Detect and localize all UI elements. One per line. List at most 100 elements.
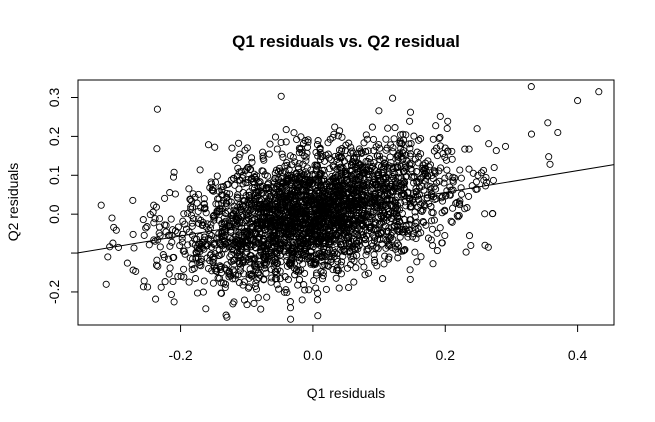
data-point	[294, 172, 302, 180]
data-point	[375, 140, 383, 149]
data-point	[193, 249, 201, 257]
data-point	[400, 216, 409, 224]
data-point	[188, 231, 197, 239]
data-point	[327, 202, 335, 210]
data-point	[375, 152, 384, 160]
data-point	[362, 212, 370, 220]
data-point	[426, 161, 435, 169]
data-point	[312, 148, 320, 156]
data-point	[295, 165, 303, 173]
data-point	[108, 214, 116, 222]
data-point	[166, 189, 174, 197]
data-point	[181, 250, 189, 258]
data-point	[305, 286, 313, 294]
data-point	[170, 168, 178, 176]
data-point	[233, 239, 241, 247]
data-point	[215, 187, 223, 196]
data-point	[392, 209, 401, 217]
data-point	[405, 140, 413, 148]
data-point	[418, 165, 426, 173]
x-tick-label: 0.2	[436, 347, 456, 363]
data-point	[438, 192, 446, 201]
data-point	[335, 284, 343, 292]
data-point	[239, 213, 247, 221]
data-point	[261, 226, 269, 234]
data-point	[382, 135, 390, 143]
data-point	[406, 117, 414, 125]
data-point	[401, 164, 409, 172]
data-point	[295, 149, 303, 157]
data-point	[399, 154, 407, 162]
data-point	[303, 183, 311, 191]
data-point	[188, 219, 196, 227]
data-point	[327, 199, 335, 207]
data-point	[360, 139, 368, 147]
data-point	[329, 266, 337, 274]
data-point	[252, 279, 260, 287]
data-point	[409, 229, 418, 238]
data-point	[164, 255, 173, 263]
data-point	[240, 278, 248, 286]
data-point	[231, 207, 239, 215]
data-point	[241, 146, 249, 154]
data-point	[384, 204, 392, 212]
data-point	[199, 288, 207, 296]
data-point	[297, 191, 305, 199]
y-axis-label: Q2 residuals	[5, 163, 21, 242]
data-point	[333, 183, 341, 191]
data-point	[376, 144, 384, 152]
data-point	[335, 159, 343, 167]
data-point	[165, 270, 173, 278]
data-point	[418, 207, 426, 215]
data-point	[371, 225, 379, 233]
data-point	[302, 188, 310, 196]
data-point	[340, 245, 348, 253]
data-point	[242, 249, 250, 257]
data-point	[267, 278, 275, 286]
data-point	[350, 183, 358, 191]
data-point	[283, 288, 291, 297]
data-point	[177, 272, 185, 280]
data-point	[168, 238, 176, 246]
data-point	[198, 221, 206, 230]
data-point	[418, 199, 426, 207]
data-point	[262, 206, 270, 214]
data-point	[322, 285, 330, 293]
data-point	[415, 136, 423, 144]
data-point	[387, 214, 395, 222]
data-point	[221, 245, 229, 253]
data-point	[322, 253, 330, 261]
data-point	[250, 299, 258, 307]
data-point	[545, 153, 553, 161]
data-point	[304, 201, 312, 209]
data-point	[527, 130, 536, 138]
data-point	[279, 200, 287, 209]
data-point	[425, 199, 433, 208]
data-point	[293, 135, 301, 144]
data-point	[398, 247, 406, 255]
data-point	[234, 203, 242, 211]
data-point	[249, 241, 258, 249]
data-point	[284, 276, 292, 284]
data-point	[273, 145, 281, 153]
data-point	[191, 235, 199, 243]
data-point	[241, 238, 249, 246]
data-point	[310, 259, 318, 267]
y-tick-label: 0.2	[46, 126, 62, 146]
data-point	[349, 170, 357, 179]
data-point	[200, 277, 208, 285]
data-point	[387, 141, 395, 149]
data-point	[380, 175, 388, 183]
data-point	[469, 169, 477, 177]
data-point	[157, 283, 165, 291]
data-point	[290, 248, 298, 257]
data-point	[388, 224, 396, 232]
data-point	[338, 133, 346, 141]
data-point	[317, 153, 325, 161]
data-point	[109, 239, 117, 247]
data-point	[307, 196, 315, 204]
data-point	[262, 269, 270, 277]
data-point	[97, 201, 105, 209]
data-point	[276, 275, 284, 283]
data-point	[332, 274, 340, 282]
